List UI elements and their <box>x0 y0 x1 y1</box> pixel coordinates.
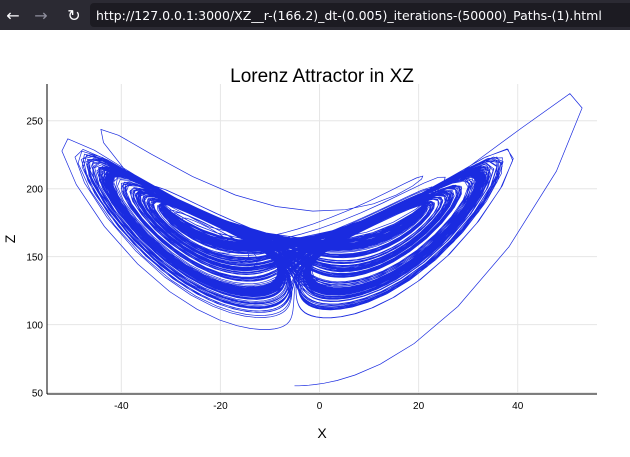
x-tick-label: 20 <box>413 401 425 412</box>
grid-lines <box>47 84 597 394</box>
x-tick-label: 0 <box>317 401 323 412</box>
url-text: http://127.0.0.1:3000/XZ__r-(166.2)_dt-(… <box>96 7 602 23</box>
x-tick-label: -20 <box>213 401 228 412</box>
y-tick-label: 250 <box>26 117 43 128</box>
chart-title: Lorenz Attractor in XZ <box>230 66 414 87</box>
x-tick-labels: -40 -20 0 20 40 <box>114 401 524 412</box>
y-tick-label: 50 <box>32 389 44 400</box>
x-axis-label: X <box>317 425 327 441</box>
x-tick-label: 40 <box>512 401 524 412</box>
y-tick-label: 100 <box>26 321 43 332</box>
y-tick-labels: 50 100 150 200 250 <box>26 117 43 400</box>
axes <box>46 84 597 395</box>
arrow-left-icon: ← <box>6 5 20 25</box>
y-axis-label: Z <box>2 234 18 243</box>
lorenz-trajectory <box>61 93 583 387</box>
lorenz-chart: Lorenz Attractor in XZ -40 -20 0 20 40 50 100… <box>2 66 597 441</box>
y-tick-label: 150 <box>26 253 43 264</box>
address-bar[interactable]: http://127.0.0.1:3000/XZ__r-(166.2)_dt-(… <box>90 3 630 27</box>
series-line <box>61 93 583 387</box>
x-tick-label: -40 <box>114 401 129 412</box>
reload-icon: ↻ <box>67 5 81 25</box>
reload-button[interactable]: ↻ <box>61 0 87 30</box>
forward-button[interactable]: → <box>28 0 54 30</box>
browser-toolbar: ← → ↻ http://127.0.0.1:3000/XZ__r-(166.2… <box>0 0 630 30</box>
y-tick-label: 200 <box>26 185 43 196</box>
back-button[interactable]: ← <box>0 0 26 30</box>
arrow-right-icon: → <box>34 5 48 25</box>
